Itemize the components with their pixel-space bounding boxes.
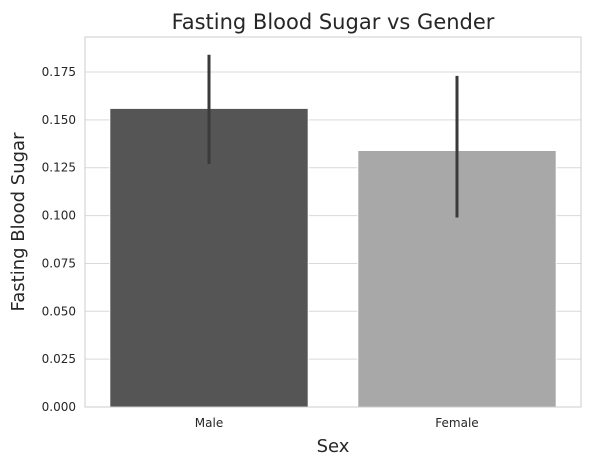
- bars: [109, 107, 557, 408]
- axes-frame: [84, 36, 582, 408]
- x-tick-label: Male: [195, 416, 223, 430]
- x-tick-labels: Male Female: [195, 416, 479, 430]
- y-tick-label: 0.000: [42, 400, 76, 414]
- chart-title: Fasting Blood Sugar vs Gender: [172, 10, 495, 34]
- y-tick-label: 0.050: [42, 304, 76, 318]
- x-axis-label: Sex: [317, 436, 350, 457]
- y-tick-label: 0.125: [42, 161, 76, 175]
- error-bars: [207, 54, 459, 218]
- y-tick-label: 0.100: [42, 209, 76, 223]
- x-tick-label: Female: [435, 416, 478, 430]
- y-axis-label: Fasting Blood Sugar: [8, 132, 29, 312]
- y-tick-label: 0.175: [42, 65, 76, 79]
- y-tick-labels: 0.000 0.025 0.050 0.075 0.100 0.125 0.150 0.175: [42, 65, 76, 414]
- y-tick-label: 0.075: [42, 256, 76, 270]
- y-tick-label: 0.025: [42, 352, 76, 366]
- y-tick-label: 0.150: [42, 113, 76, 127]
